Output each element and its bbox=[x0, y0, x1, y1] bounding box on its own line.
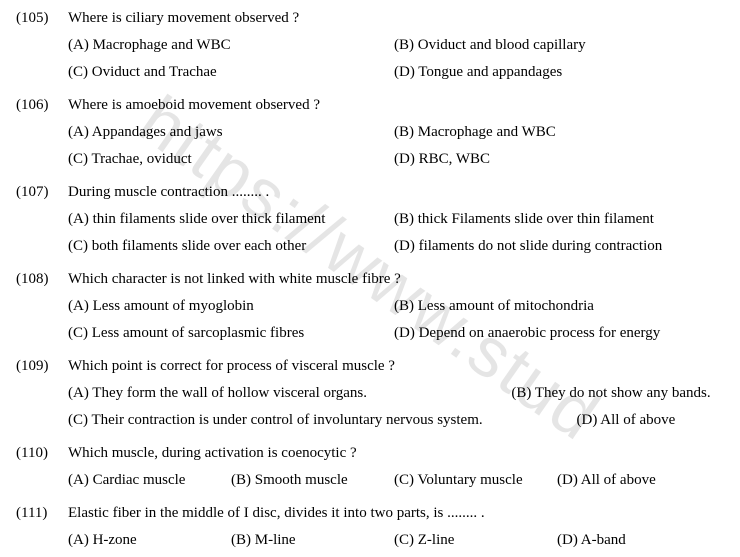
option: (C) Trachae, oviduct bbox=[68, 149, 394, 170]
question-block: (107)During muscle contraction ........ … bbox=[16, 182, 720, 263]
question-block: (108)Which character is not linked with … bbox=[16, 269, 720, 350]
options-row: (A) H-zone(B) M-line(C) Z-line(D) A-band bbox=[16, 530, 720, 557]
options-row: (A) Appandages and jaws(B) Macrophage an… bbox=[16, 122, 720, 176]
question-block: (106)Where is amoeboid movement observed… bbox=[16, 95, 720, 176]
option: (C) Z-line bbox=[394, 530, 557, 551]
question-text: Which muscle, during activation is coeno… bbox=[68, 443, 720, 464]
question-row: (107)During muscle contraction ........ … bbox=[16, 182, 720, 203]
question-block: (111)Elastic fiber in the middle of I di… bbox=[16, 503, 720, 557]
option: (D) Tongue and appandages bbox=[394, 62, 720, 83]
question-text: During muscle contraction ........ . bbox=[68, 182, 720, 203]
option: (B) M-line bbox=[231, 530, 394, 551]
option: (A) They form the wall of hollow viscera… bbox=[68, 383, 511, 404]
option: (A) Cardiac muscle bbox=[68, 470, 231, 491]
option: (D) All of above bbox=[557, 470, 720, 491]
option: (D) RBC, WBC bbox=[394, 149, 720, 170]
question-row: (106)Where is amoeboid movement observed… bbox=[16, 95, 720, 116]
question-text: Which character is not linked with white… bbox=[68, 269, 720, 290]
options-row: (A) thin filaments slide over thick fila… bbox=[16, 209, 720, 263]
question-block: (105)Where is ciliary movement observed … bbox=[16, 8, 720, 89]
option: (A) H-zone bbox=[68, 530, 231, 551]
questions-container: (105)Where is ciliary movement observed … bbox=[16, 8, 720, 557]
question-number: (106) bbox=[16, 95, 68, 116]
option: (B) Oviduct and blood capillary bbox=[394, 35, 720, 56]
option: (D) A-band bbox=[557, 530, 720, 551]
question-number: (108) bbox=[16, 269, 68, 290]
question-row: (109)Which point is correct for process … bbox=[16, 356, 720, 377]
option: (A) thin filaments slide over thick fila… bbox=[68, 209, 394, 230]
option: (B) Less amount of mitochondria bbox=[394, 296, 720, 317]
question-row: (105)Where is ciliary movement observed … bbox=[16, 8, 720, 29]
question-block: (109)Which point is correct for process … bbox=[16, 356, 720, 437]
options-row: (A) They form the wall of hollow viscera… bbox=[16, 383, 720, 437]
option: (B) Smooth muscle bbox=[231, 470, 394, 491]
question-text: Which point is correct for process of vi… bbox=[68, 356, 720, 377]
question-number: (109) bbox=[16, 356, 68, 377]
question-text: Elastic fiber in the middle of I disc, d… bbox=[68, 503, 720, 524]
question-text: Where is amoeboid movement observed ? bbox=[68, 95, 720, 116]
option: (B) Macrophage and WBC bbox=[394, 122, 720, 143]
question-row: (111)Elastic fiber in the middle of I di… bbox=[16, 503, 720, 524]
option: (C) Their contraction is under control o… bbox=[68, 410, 577, 431]
options-row: (A) Macrophage and WBC(B) Oviduct and bl… bbox=[16, 35, 720, 89]
option: (A) Macrophage and WBC bbox=[68, 35, 394, 56]
option: (B) thick Filaments slide over thin fila… bbox=[394, 209, 720, 230]
question-number: (107) bbox=[16, 182, 68, 203]
option: (A) Less amount of myoglobin bbox=[68, 296, 394, 317]
question-number: (111) bbox=[16, 503, 68, 524]
option: (D) Depend on anaerobic process for ener… bbox=[394, 323, 720, 344]
question-number: (105) bbox=[16, 8, 68, 29]
options-row: (A) Cardiac muscle(B) Smooth muscle(C) V… bbox=[16, 470, 720, 497]
question-row: (108)Which character is not linked with … bbox=[16, 269, 720, 290]
option: (A) Appandages and jaws bbox=[68, 122, 394, 143]
option: (D) filaments do not slide during contra… bbox=[394, 236, 720, 257]
option: (D) All of above bbox=[577, 410, 720, 431]
option: (B) They do not show any bands. bbox=[511, 383, 720, 404]
question-text: Where is ciliary movement observed ? bbox=[68, 8, 720, 29]
option: (C) Voluntary muscle bbox=[394, 470, 557, 491]
option: (C) Less amount of sarcoplasmic fibres bbox=[68, 323, 394, 344]
question-number: (110) bbox=[16, 443, 68, 464]
options-row: (A) Less amount of myoglobin(B) Less amo… bbox=[16, 296, 720, 350]
question-row: (110)Which muscle, during activation is … bbox=[16, 443, 720, 464]
option: (C) Oviduct and Trachae bbox=[68, 62, 394, 83]
question-block: (110)Which muscle, during activation is … bbox=[16, 443, 720, 497]
option: (C) both filaments slide over each other bbox=[68, 236, 394, 257]
